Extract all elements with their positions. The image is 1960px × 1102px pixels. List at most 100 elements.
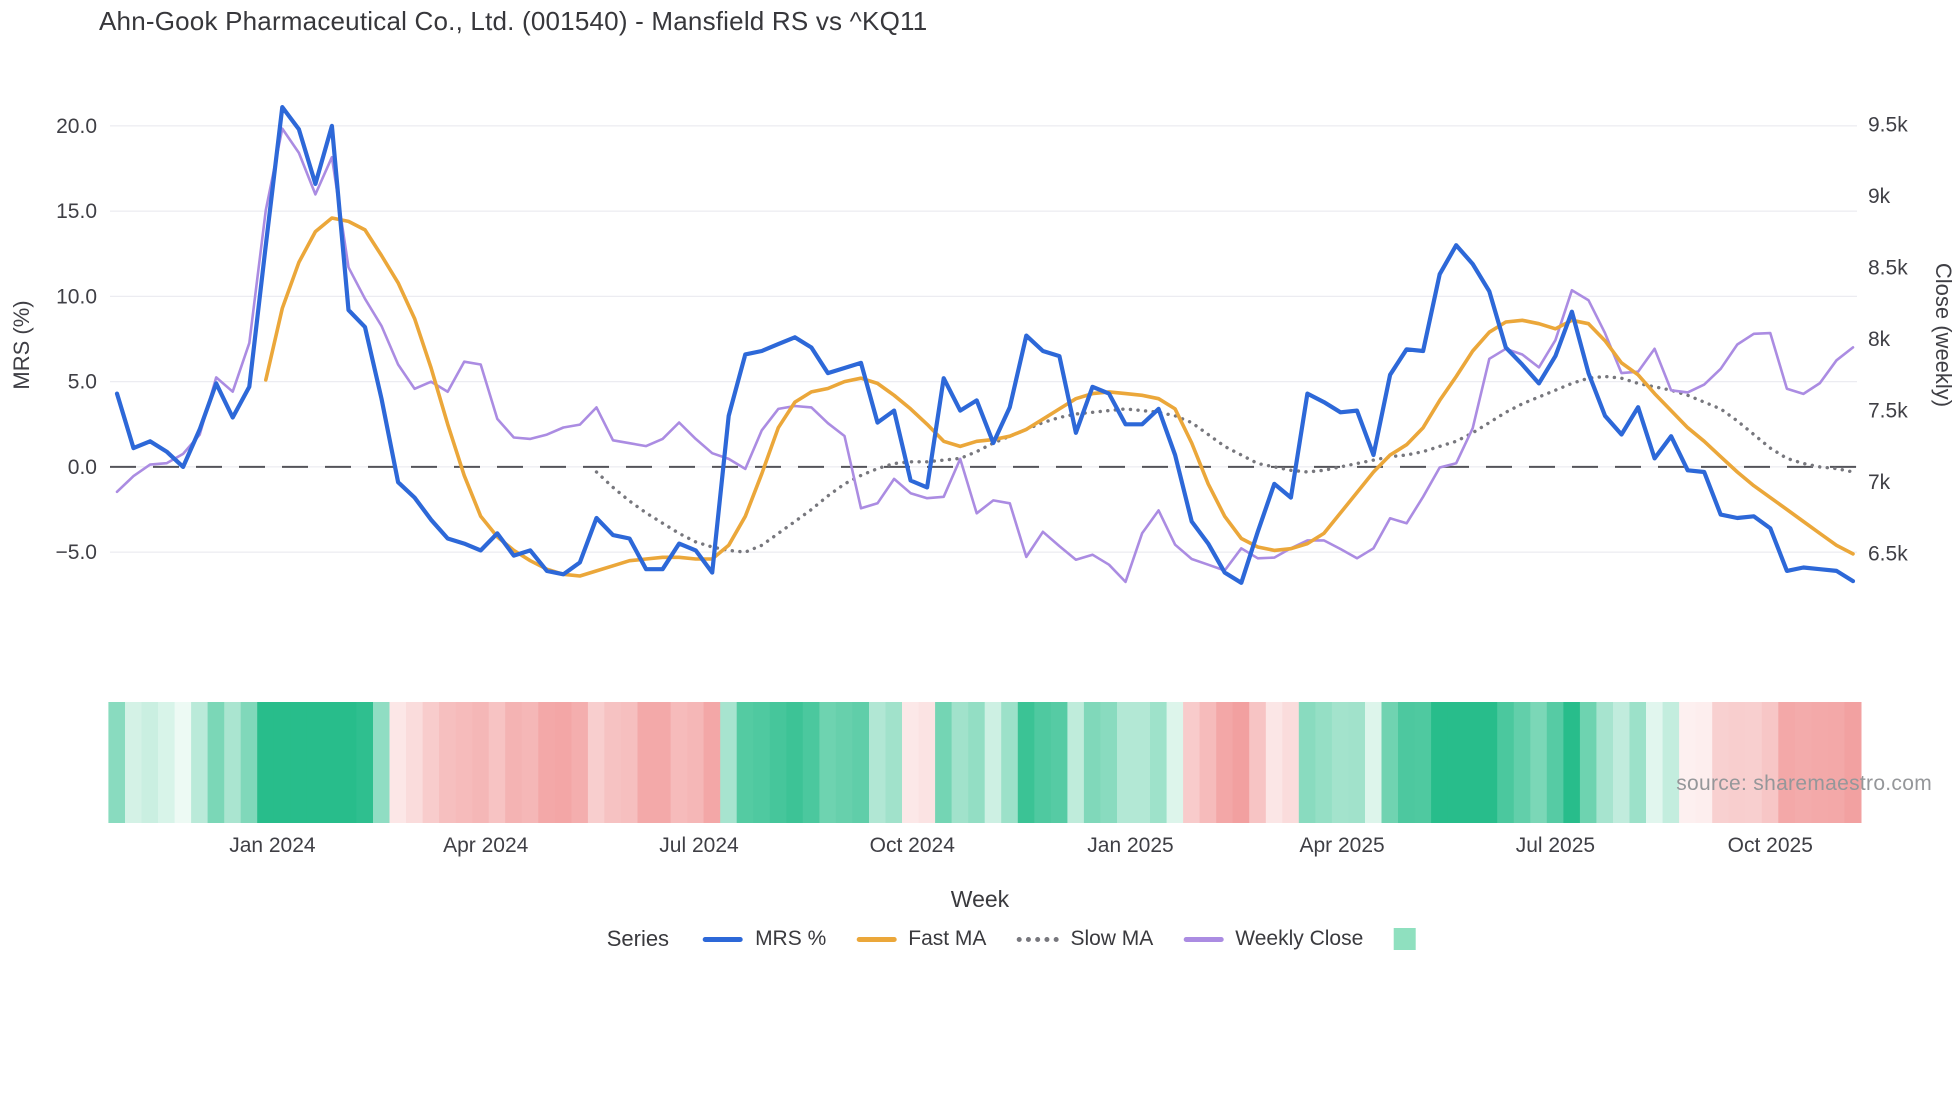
right-axis-tick-label: 6.5k xyxy=(1868,542,1908,565)
heatmap-cell xyxy=(1166,702,1184,823)
series-line-weekly-close xyxy=(115,127,1855,584)
heatmap-cell xyxy=(769,702,787,823)
legend-item-heatmap[interactable] xyxy=(1393,928,1416,950)
heatmap-cell xyxy=(1464,702,1482,823)
right-axis-tick-label: 7.5k xyxy=(1868,399,1908,422)
heatmap-cell xyxy=(1447,702,1465,823)
heatmap-cell xyxy=(819,702,837,823)
legend-item-label: MRS % xyxy=(755,927,827,950)
heatmap-cell xyxy=(1265,702,1283,823)
heatmap-cell xyxy=(1050,702,1068,823)
right-axis-tick-label: 8k xyxy=(1868,328,1891,351)
legend-item-label: Fast MA xyxy=(908,927,987,950)
heatmap-cell xyxy=(1232,702,1250,823)
heatmap-cell xyxy=(1001,702,1019,823)
heatmap-cell xyxy=(571,702,589,823)
heatmap-cell xyxy=(1150,702,1168,823)
heatmap-cell xyxy=(158,702,176,823)
heatmap-cell xyxy=(1083,702,1101,823)
heatmap-cell xyxy=(802,702,820,823)
heatmap-cell xyxy=(1679,702,1697,823)
heatmap-cell xyxy=(406,702,424,823)
heatmap-cell xyxy=(389,702,407,823)
heatmap-cell xyxy=(1100,702,1118,823)
heatmap-cell xyxy=(1778,702,1796,823)
heatmap-cell xyxy=(174,702,192,823)
heatmap-cell xyxy=(323,702,341,823)
heatmap-cell xyxy=(621,702,639,823)
heatmap-cell xyxy=(1331,702,1349,823)
heatmap-cell xyxy=(604,702,622,823)
heatmap-swatch-icon xyxy=(1393,928,1416,950)
heatmap-cell xyxy=(1365,702,1383,823)
heatmap-cell xyxy=(835,702,853,823)
heatmap-cell xyxy=(108,702,126,823)
source-watermark: source: sharemaestro.com xyxy=(1676,772,1932,795)
legend-line-icon xyxy=(1016,936,1059,942)
heatmap-cell xyxy=(1414,702,1432,823)
heatmap-cell xyxy=(1067,702,1085,823)
heatmap-cell xyxy=(935,702,953,823)
legend-item-mrs-[interactable]: MRS % xyxy=(703,927,826,951)
heatmap-cell xyxy=(1596,702,1614,823)
heatmap-cell xyxy=(257,702,275,823)
heatmap-cell xyxy=(538,702,556,823)
heatmap-cell xyxy=(1398,702,1416,823)
heatmap-cell xyxy=(1546,702,1564,823)
heatmap-cell xyxy=(1497,702,1515,823)
legend-item-slow-ma[interactable]: Slow MA xyxy=(1016,927,1153,951)
right-axis-tick-label: 9k xyxy=(1868,185,1891,208)
left-axis-tick-label: −5.0 xyxy=(56,541,97,564)
heatmap-cell xyxy=(306,702,324,823)
x-axis-tick-label: Jul 2025 xyxy=(1516,834,1595,857)
heatmap-cell xyxy=(1017,702,1035,823)
x-axis-tick-label: Jan 2025 xyxy=(1087,834,1173,857)
heatmap-cell xyxy=(984,702,1002,823)
heatmap-cell xyxy=(521,702,539,823)
heatmap-cell xyxy=(869,702,887,823)
heatmap-cell xyxy=(1579,702,1597,823)
left-axis-tick-label: 15.0 xyxy=(56,200,97,223)
heatmap-cell xyxy=(1282,702,1300,823)
heatmap-cell xyxy=(670,702,688,823)
left-axis-tick-label: 0.0 xyxy=(68,456,97,479)
heatmap-cell xyxy=(654,702,672,823)
heatmap-cell xyxy=(472,702,490,823)
heatmap-cell xyxy=(1794,702,1812,823)
heatmap-cell xyxy=(125,702,143,823)
heatmap-cell xyxy=(373,702,391,823)
legend-item-weekly-close[interactable]: Weekly Close xyxy=(1183,927,1363,951)
legend: Series MRS % Fast MA Slow MA Weekly Close xyxy=(607,926,1446,952)
heatmap-cell xyxy=(1133,702,1151,823)
legend-line-icon xyxy=(1183,936,1224,942)
heatmap-cell xyxy=(1844,702,1862,823)
heatmap-cell xyxy=(207,702,225,823)
heatmap-cell xyxy=(1563,702,1581,823)
left-axis-tick-label: 10.0 xyxy=(56,285,97,308)
legend-item-label: Weekly Close xyxy=(1235,927,1364,950)
right-axis-tick-label: 8.5k xyxy=(1868,256,1908,279)
heatmap-cell xyxy=(1745,702,1763,823)
x-axis-tick-label: Apr 2024 xyxy=(443,834,529,857)
left-axis-tick-label: 5.0 xyxy=(68,371,97,394)
heatmap-cell xyxy=(488,702,506,823)
legend-title: Series xyxy=(606,926,670,951)
heatmap-cell xyxy=(1613,702,1631,823)
heatmap-cell xyxy=(637,702,655,823)
heatmap-cell xyxy=(273,702,291,823)
heatmap-cell xyxy=(852,702,870,823)
heatmap-cell xyxy=(1431,702,1449,823)
heatmap-cell xyxy=(290,702,308,823)
heatmap-cell xyxy=(1249,702,1267,823)
x-axis-title: Week xyxy=(950,886,1010,912)
heatmap-cell xyxy=(587,702,605,823)
series-line-fast-ma xyxy=(263,216,1855,578)
heatmap-cell xyxy=(1216,702,1234,823)
heatmap-cell xyxy=(356,702,374,823)
legend-item-fast-ma[interactable]: Fast MA xyxy=(856,927,986,951)
right-axis-tick-label: 7k xyxy=(1868,471,1891,494)
heatmap-cell xyxy=(1183,702,1201,823)
heatmap-cell xyxy=(1480,702,1498,823)
heatmap-cell xyxy=(885,702,903,823)
